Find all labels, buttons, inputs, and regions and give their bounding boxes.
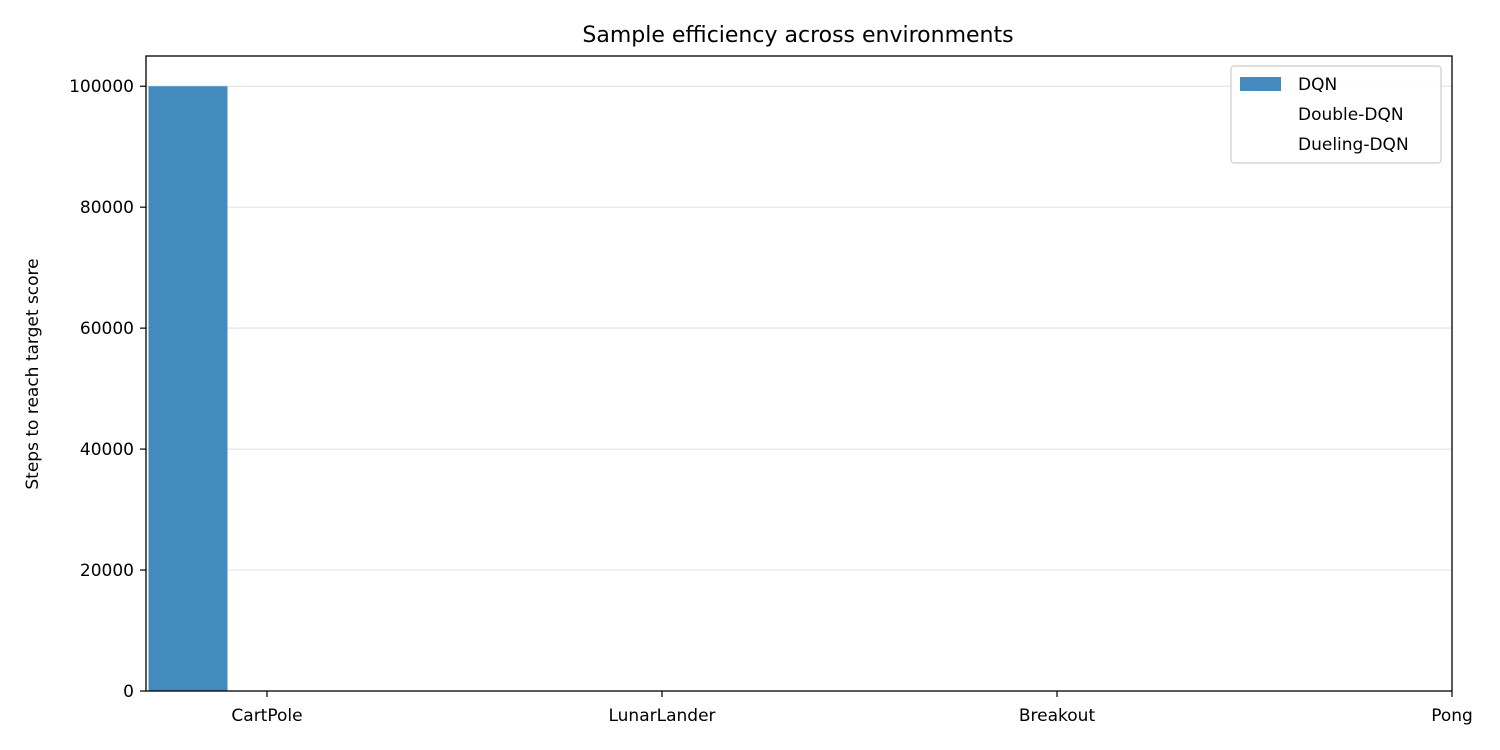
y-tick-label: 80000: [80, 198, 134, 218]
legend-label: Dueling-DQN: [1298, 135, 1409, 155]
x-tick-label: CartPole: [231, 706, 302, 726]
y-axis-ticks: 0 20000 40000 60000 80000 100000: [69, 77, 146, 702]
legend-box: [1230, 65, 1442, 164]
legend-swatch: [1240, 77, 1281, 91]
legend-label: DQN: [1298, 75, 1337, 95]
legend-swatch: [1240, 137, 1281, 151]
y-tick-label: 20000: [80, 561, 134, 581]
legend-label: Double-DQN: [1298, 105, 1404, 125]
y-tick-label: 0: [123, 682, 134, 702]
chart-title: Sample efficiency across environments: [582, 23, 1013, 48]
plot-frame: [145, 55, 1453, 692]
grid-lines: [146, 85, 1452, 571]
y-tick-label: 60000: [80, 319, 134, 339]
x-tick-label: Pong: [1431, 706, 1473, 726]
x-axis-ticks: CartPole LunarLander Breakout Pong: [231, 691, 1473, 726]
y-tick-label: 100000: [69, 77, 134, 97]
y-axis-title: Steps to reach target score: [23, 258, 43, 489]
legend: DQN Double-DQN Dueling-DQN: [1230, 65, 1442, 164]
x-tick-label: Breakout: [1019, 706, 1096, 726]
bars: [148, 86, 228, 691]
legend-swatch: [1240, 107, 1281, 121]
y-tick-label: 40000: [80, 440, 134, 460]
bar: [148, 86, 228, 691]
x-tick-label: LunarLander: [608, 706, 715, 726]
